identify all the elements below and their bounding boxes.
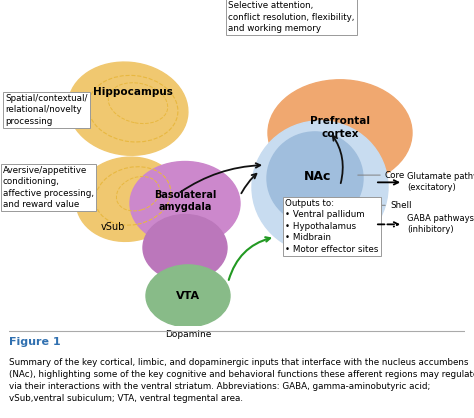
Ellipse shape <box>76 157 180 241</box>
Text: Summary of the key cortical, limbic, and dopaminergic inputs that interface with: Summary of the key cortical, limbic, and… <box>9 358 474 403</box>
Text: Figure 1: Figure 1 <box>9 337 61 347</box>
Text: Spatial/contextual/
relational/novelty
processing: Spatial/contextual/ relational/novelty p… <box>5 94 88 126</box>
Text: Prefrontal
cortex: Prefrontal cortex <box>310 116 370 138</box>
Text: Hippocampus: Hippocampus <box>93 87 173 97</box>
Text: NAc: NAc <box>304 170 332 183</box>
Text: Aversive/appetitive
conditioning,
affective processing,
and reward value: Aversive/appetitive conditioning, affect… <box>3 166 94 209</box>
Ellipse shape <box>267 132 363 225</box>
Text: Selective attention,
conflict resolution, flexibility,
and working memory: Selective attention, conflict resolution… <box>228 1 355 33</box>
Ellipse shape <box>252 121 388 253</box>
Text: Dopamine: Dopamine <box>165 330 211 339</box>
Ellipse shape <box>143 214 227 281</box>
Ellipse shape <box>146 265 230 327</box>
Text: GABA pathways
(inhibitory): GABA pathways (inhibitory) <box>407 214 474 234</box>
Text: Basolateral
amygdala: Basolateral amygdala <box>154 190 216 212</box>
Text: Glutamate pathways
(excitatory): Glutamate pathways (excitatory) <box>407 172 474 192</box>
Text: Core: Core <box>385 171 405 180</box>
Text: vSub: vSub <box>101 222 125 232</box>
Text: Outputs to:
• Ventral pallidum
• Hypothalamus
• Midbrain
• Motor effector sites: Outputs to: • Ventral pallidum • Hypotha… <box>285 199 378 254</box>
Ellipse shape <box>68 62 188 155</box>
Ellipse shape <box>268 80 412 186</box>
Text: VTA: VTA <box>176 291 200 301</box>
Text: Shell: Shell <box>390 201 411 210</box>
Ellipse shape <box>130 161 240 245</box>
